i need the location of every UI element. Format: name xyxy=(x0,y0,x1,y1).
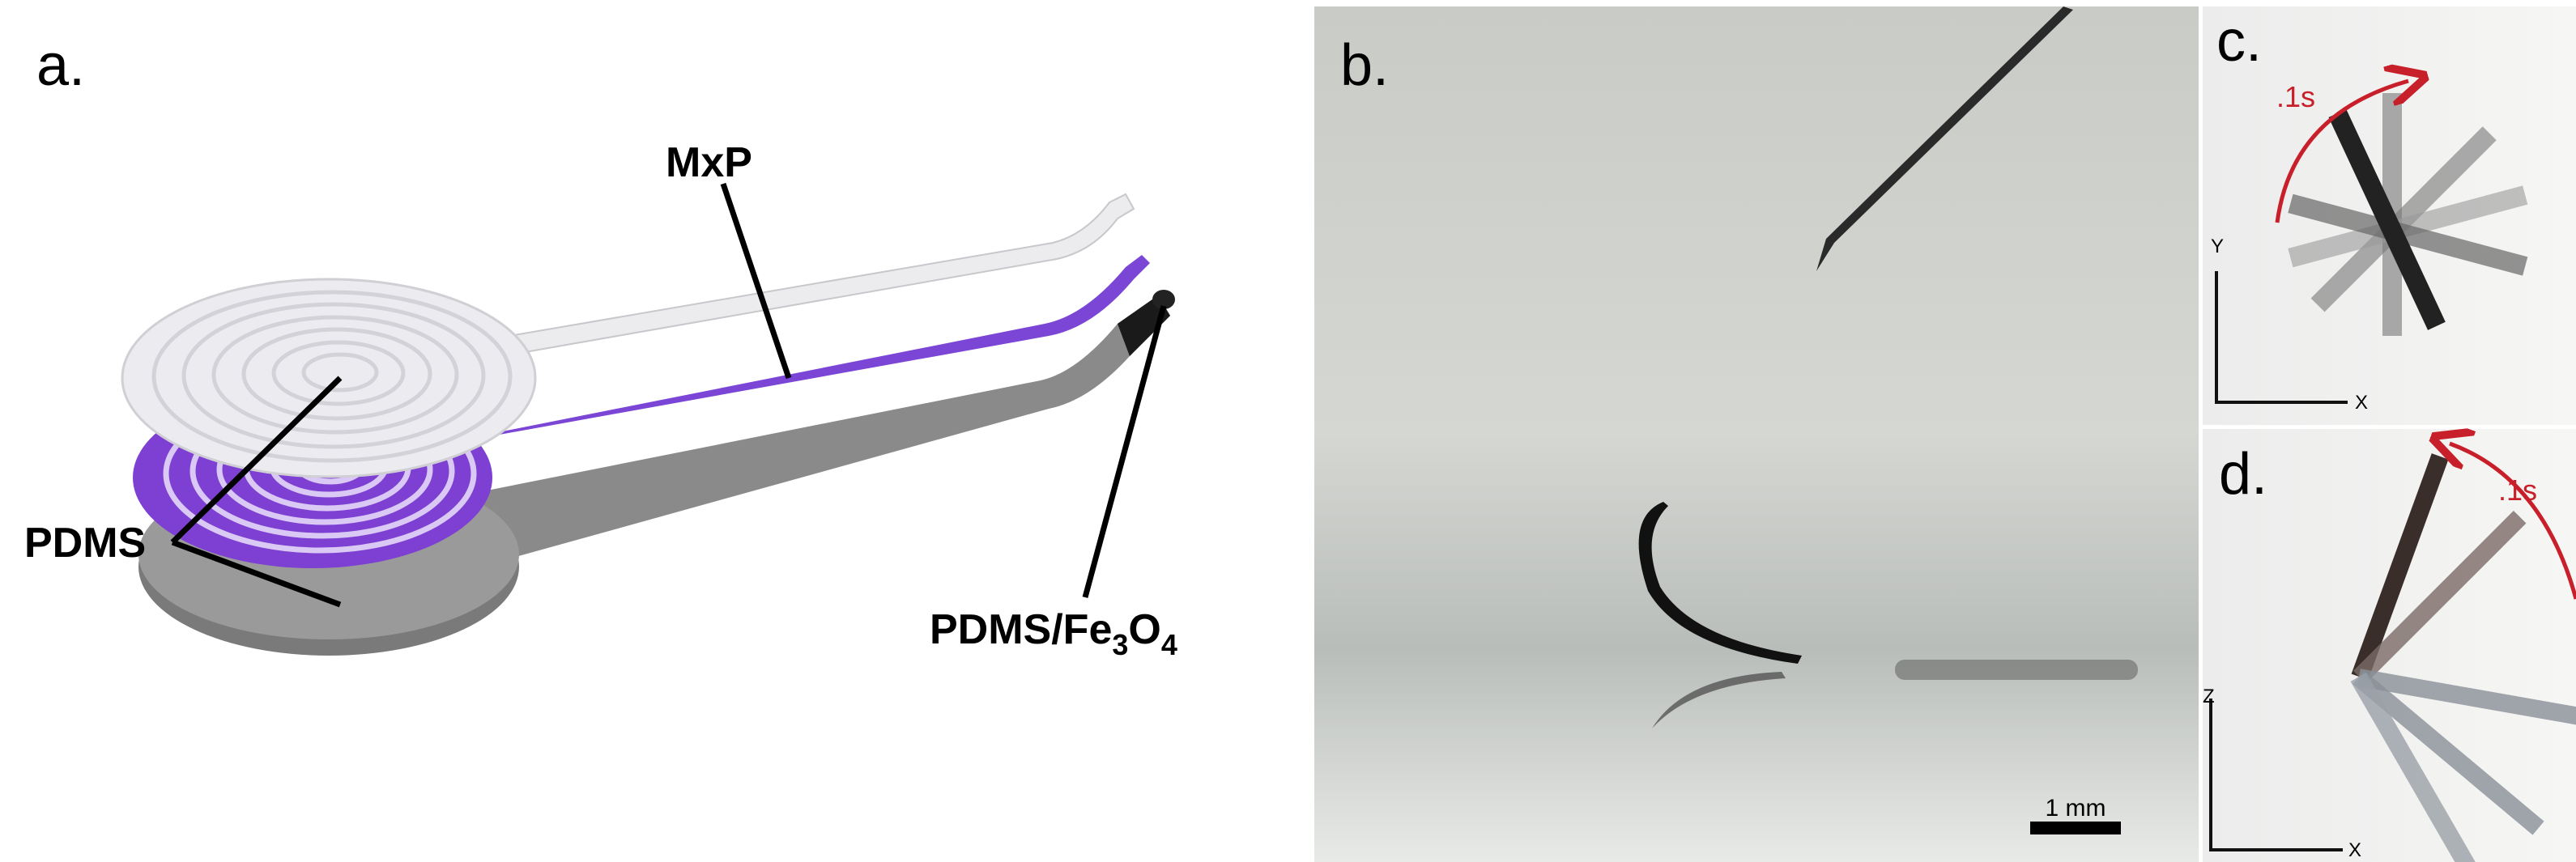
label-pdms-fe3o4: PDMS/Fe3O4 xyxy=(930,606,1177,661)
text-part: PDMS/Fe xyxy=(930,606,1112,653)
panel-d: .1s Z X d. xyxy=(2203,429,2576,862)
time-label: .1s xyxy=(2276,80,2315,113)
panel-b: 1 mm b. xyxy=(1314,6,2199,862)
panel-a: a. MxP PDMS PDMS/Fe3O4 xyxy=(24,33,1177,661)
panel-label: d. xyxy=(2219,442,2267,507)
label-mxp: MxP xyxy=(666,139,752,186)
subscript: 4 xyxy=(1161,628,1177,661)
panel-label: b. xyxy=(1340,33,1389,98)
panel-label: a. xyxy=(36,33,85,98)
subscript: 3 xyxy=(1112,628,1128,661)
label-pdms: PDMS xyxy=(24,520,146,567)
scale-bar-label: 1 mm xyxy=(2046,795,2106,822)
scale-bar xyxy=(2030,822,2121,834)
axis-label: X xyxy=(2355,392,2368,414)
axis-label: Y xyxy=(2211,236,2224,257)
panel-c: .1s Y X c. xyxy=(2203,6,2576,425)
text-part: O xyxy=(1128,606,1160,653)
axis-label: Z xyxy=(2203,686,2215,707)
mxp-trace xyxy=(453,255,1150,441)
time-label: .1s xyxy=(2498,473,2537,507)
photo-bg xyxy=(1314,6,2199,862)
shadow xyxy=(1895,660,2138,680)
panel-label: c. xyxy=(2216,9,2262,74)
axis-label: X xyxy=(2348,839,2361,861)
figure: a. MxP PDMS PDMS/Fe3O4 xyxy=(0,0,2576,862)
